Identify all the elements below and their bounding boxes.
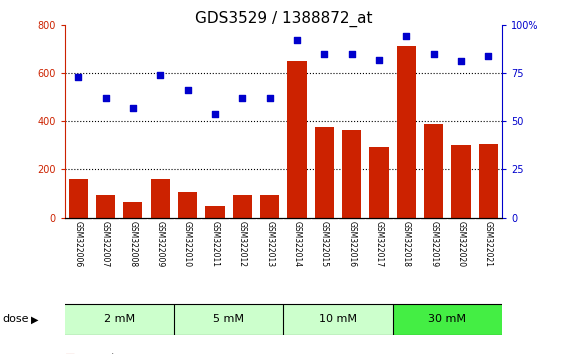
- Bar: [283, 304, 393, 335]
- Bar: [479, 144, 498, 218]
- Text: 2 mM: 2 mM: [104, 314, 135, 325]
- Bar: [151, 179, 170, 218]
- Bar: [287, 61, 306, 218]
- Bar: [205, 206, 224, 218]
- Text: dose: dose: [3, 314, 29, 325]
- Text: GSM322012: GSM322012: [238, 221, 247, 267]
- Point: [347, 51, 356, 57]
- Point: [402, 34, 411, 39]
- Bar: [65, 304, 174, 335]
- Text: GDS3529 / 1388872_at: GDS3529 / 1388872_at: [195, 11, 372, 27]
- Bar: [96, 195, 115, 218]
- Point: [101, 95, 110, 101]
- Bar: [260, 195, 279, 218]
- Text: GSM322013: GSM322013: [265, 221, 274, 267]
- Text: GSM322011: GSM322011: [210, 221, 219, 267]
- Text: GSM322006: GSM322006: [73, 221, 82, 267]
- Bar: [178, 192, 197, 218]
- Point: [210, 111, 219, 116]
- Point: [73, 74, 82, 80]
- Bar: [233, 195, 252, 218]
- Text: GSM322019: GSM322019: [429, 221, 438, 267]
- Point: [156, 72, 165, 78]
- Bar: [174, 304, 283, 335]
- Text: GSM322008: GSM322008: [128, 221, 137, 267]
- Bar: [123, 202, 142, 218]
- Text: 5 mM: 5 mM: [213, 314, 244, 325]
- Bar: [393, 304, 502, 335]
- Text: ■: ■: [65, 353, 75, 354]
- Text: GSM322018: GSM322018: [402, 221, 411, 267]
- Text: ▶: ▶: [31, 314, 39, 325]
- Text: GSM322017: GSM322017: [375, 221, 384, 267]
- Point: [484, 53, 493, 58]
- Bar: [370, 147, 389, 218]
- Point: [238, 95, 247, 101]
- Text: GSM322015: GSM322015: [320, 221, 329, 267]
- Text: GSM322010: GSM322010: [183, 221, 192, 267]
- Bar: [397, 46, 416, 218]
- Text: GSM322020: GSM322020: [457, 221, 466, 267]
- Point: [457, 59, 466, 64]
- Bar: [342, 130, 361, 218]
- Point: [320, 51, 329, 57]
- Point: [183, 87, 192, 93]
- Point: [375, 57, 384, 62]
- Bar: [68, 179, 88, 218]
- Text: GSM322016: GSM322016: [347, 221, 356, 267]
- Text: GSM322009: GSM322009: [156, 221, 165, 267]
- Point: [265, 95, 274, 101]
- Bar: [424, 124, 443, 218]
- Point: [292, 38, 301, 43]
- Text: 30 mM: 30 mM: [429, 314, 466, 325]
- Bar: [452, 145, 471, 218]
- Text: 10 mM: 10 mM: [319, 314, 357, 325]
- Point: [128, 105, 137, 110]
- Text: GSM322007: GSM322007: [101, 221, 110, 267]
- Text: GSM322014: GSM322014: [292, 221, 301, 267]
- Text: count: count: [84, 353, 116, 354]
- Text: GSM322021: GSM322021: [484, 221, 493, 267]
- Point: [429, 51, 438, 57]
- Bar: [315, 127, 334, 218]
